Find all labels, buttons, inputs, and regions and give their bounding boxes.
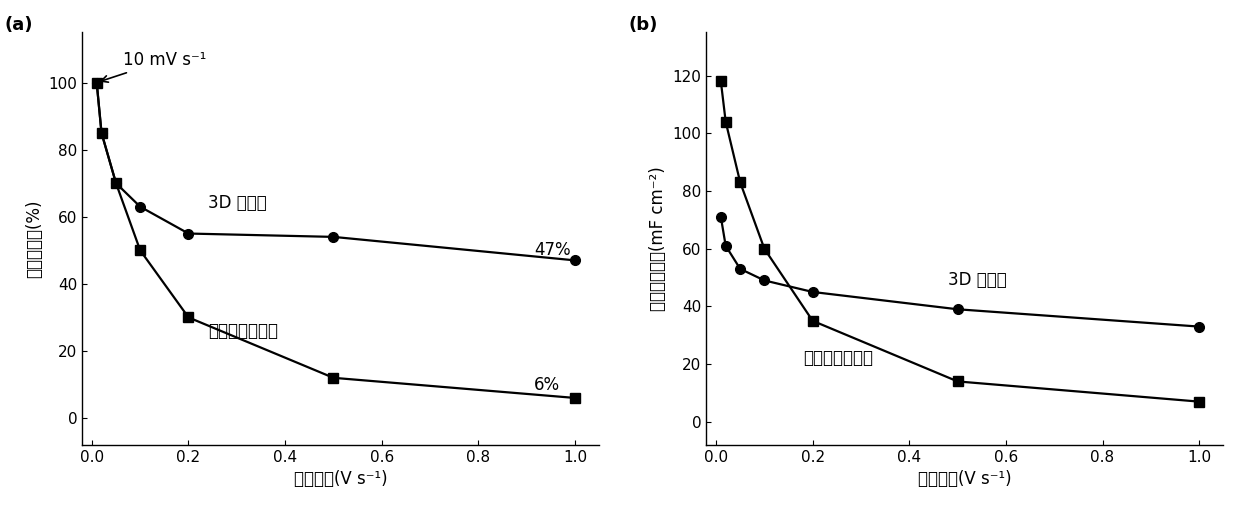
Text: 3D 微电容: 3D 微电容 <box>947 271 1007 289</box>
Text: (a): (a) <box>5 16 33 34</box>
Y-axis label: 单位面积电容(mF cm⁻²): 单位面积电容(mF cm⁻²) <box>649 166 667 311</box>
Y-axis label: 容量保持率(%): 容量保持率(%) <box>25 199 43 278</box>
Text: 三明治结构电容: 三明治结构电容 <box>208 322 278 340</box>
Text: 6%: 6% <box>534 376 560 393</box>
X-axis label: 扭描速率(V s⁻¹): 扭描速率(V s⁻¹) <box>294 470 387 488</box>
Text: 3D 微电容: 3D 微电容 <box>208 194 267 212</box>
Text: 10 mV s⁻¹: 10 mV s⁻¹ <box>102 51 207 82</box>
Text: (b): (b) <box>629 16 658 34</box>
X-axis label: 扭描速率(V s⁻¹): 扭描速率(V s⁻¹) <box>918 470 1012 488</box>
Text: 47%: 47% <box>534 241 570 259</box>
Text: 三明治结构电容: 三明治结构电容 <box>804 349 873 367</box>
